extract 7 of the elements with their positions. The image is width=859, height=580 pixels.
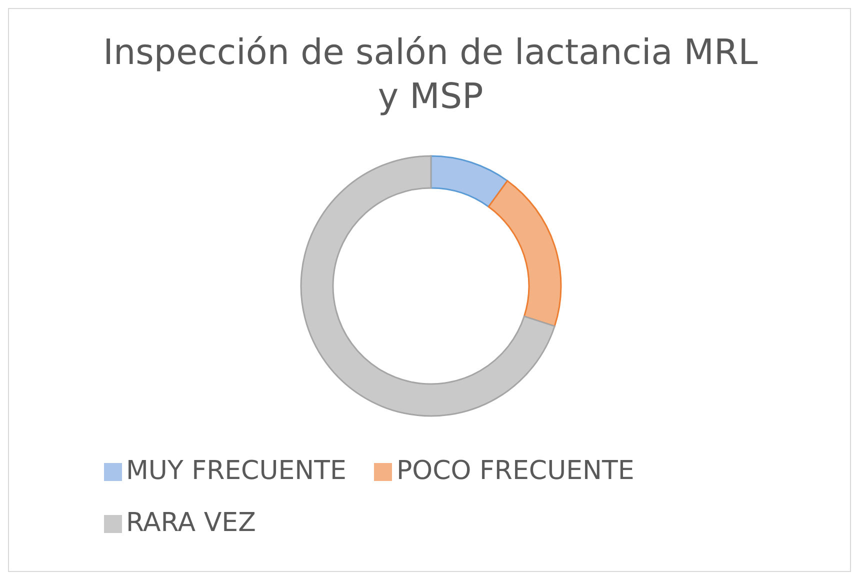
donut-slice bbox=[488, 180, 562, 327]
legend-label: POCO FRECUENTE bbox=[396, 456, 634, 486]
legend-label: RARA VEZ bbox=[126, 508, 256, 538]
donut-slice bbox=[300, 155, 556, 417]
chart-title: Inspección de salón de lactancia MRL y MSP bbox=[102, 32, 759, 119]
legend-label: MUY FRECUENTE bbox=[126, 456, 346, 486]
donut-slice bbox=[430, 155, 508, 208]
